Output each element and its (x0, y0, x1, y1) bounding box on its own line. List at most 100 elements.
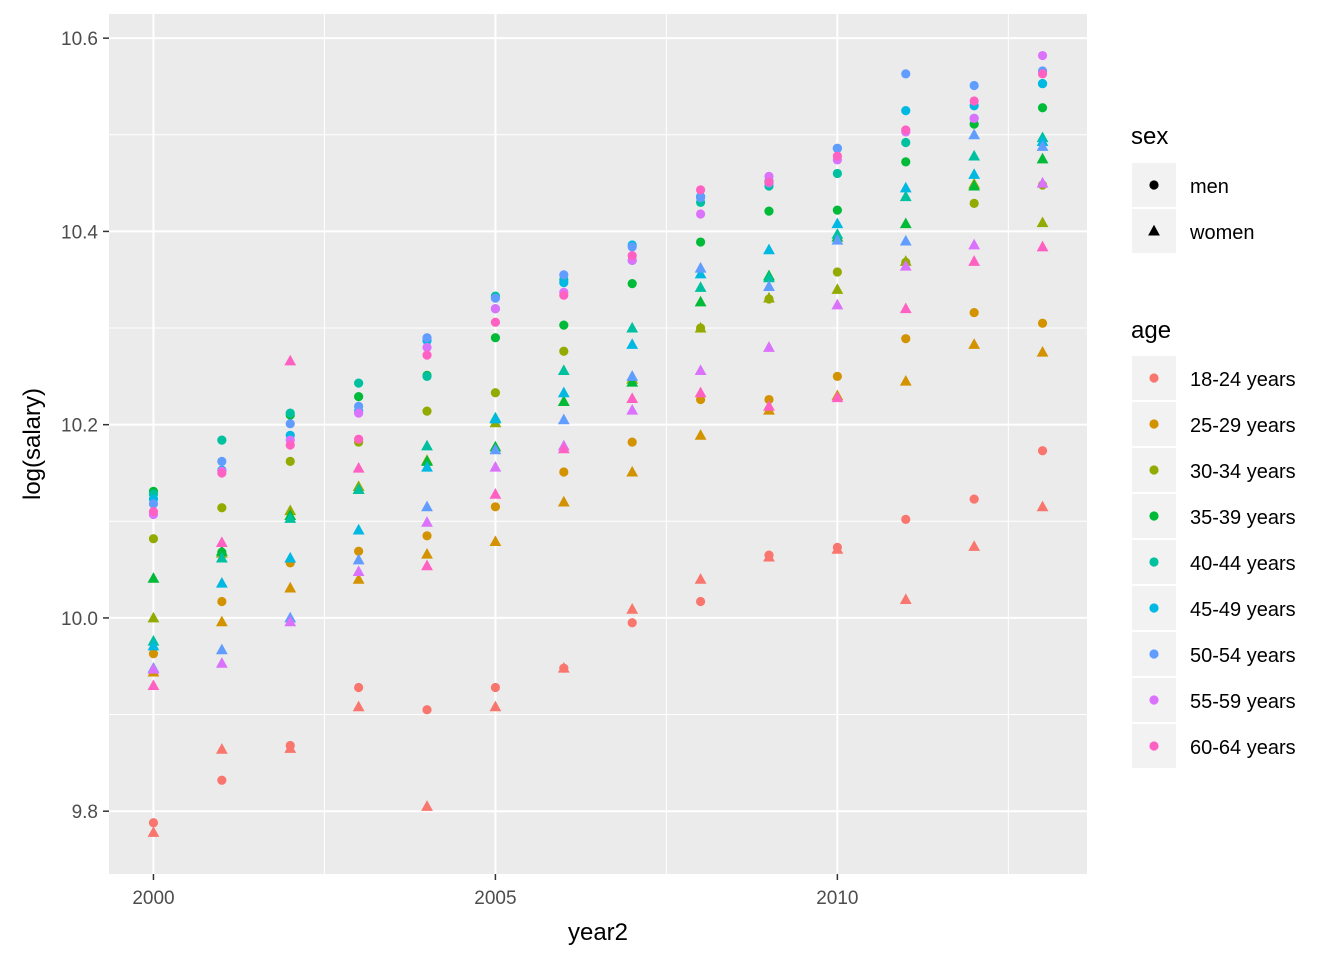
point-women (968, 238, 981, 250)
point-women (489, 460, 502, 472)
y-tick-label: 10.6 (61, 29, 98, 50)
point-men (1037, 78, 1048, 89)
point-women (763, 271, 775, 283)
point-men (1037, 446, 1048, 456)
point-women (899, 260, 912, 271)
point-women (352, 565, 365, 577)
point-women (215, 615, 228, 627)
point-women (421, 547, 433, 559)
point-women (968, 179, 981, 191)
point-women (763, 341, 775, 352)
point-women (352, 523, 365, 535)
point-women (694, 261, 707, 273)
point-women (763, 550, 775, 562)
point-men (969, 307, 979, 318)
y-tick-label: 10.4 (61, 222, 98, 243)
point-women (831, 283, 844, 294)
axes: 2000 2005 2010 9.8 10.0 10.2 10.4 10.6 (61, 29, 858, 909)
point-women (147, 662, 160, 674)
point-men (559, 467, 569, 477)
point-men (559, 290, 569, 300)
point-men (695, 394, 706, 405)
point-men (354, 378, 364, 388)
point-men (354, 682, 364, 693)
point-men (148, 818, 159, 828)
point-women (557, 395, 570, 406)
point-men (148, 507, 159, 517)
point-men (559, 346, 569, 356)
point-men (422, 371, 432, 381)
point-men (1037, 103, 1048, 113)
point-men (285, 440, 295, 450)
point-women (626, 465, 639, 477)
point-women (352, 461, 365, 473)
point-women (1036, 152, 1049, 164)
point-women (626, 392, 639, 404)
point-men (901, 106, 911, 116)
point-men (901, 334, 911, 344)
point-women (763, 243, 775, 255)
point-men (1037, 69, 1048, 79)
point-men (695, 596, 706, 607)
point-women (1036, 240, 1049, 252)
point-women (626, 375, 639, 387)
legend-key-25-29-years (1149, 419, 1159, 429)
point-women (694, 386, 707, 398)
point-men (217, 596, 227, 607)
point-women (626, 370, 639, 381)
legend-key-18-24-years (1149, 373, 1159, 383)
point-women (215, 643, 228, 655)
point-women (694, 429, 707, 440)
point-women (421, 559, 433, 571)
point-women (968, 540, 981, 551)
legend-key-women (1148, 224, 1160, 236)
point-men (422, 705, 432, 715)
point-women (899, 593, 912, 605)
point-women (421, 516, 433, 527)
point-women (489, 488, 502, 499)
point-women (489, 412, 502, 424)
legend-key-30-34-years (1149, 465, 1159, 475)
point-women (557, 364, 570, 376)
legend-label-18-24-years: 18-24 years (1190, 369, 1296, 391)
point-men (832, 371, 842, 381)
point-men (969, 113, 979, 123)
point-men (148, 534, 159, 544)
legend-label-women: women (1189, 222, 1254, 244)
point-men (832, 151, 842, 161)
point-men (969, 198, 979, 208)
legend-label-35-39-years: 35-39 years (1190, 507, 1296, 529)
point-men (354, 401, 364, 411)
legend-key-45-49-years (1149, 603, 1159, 613)
y-tick-label: 9.8 (72, 802, 98, 823)
point-men (217, 435, 227, 445)
point-men (422, 333, 432, 343)
point-men (832, 168, 842, 179)
point-women (968, 149, 981, 161)
point-women (147, 679, 160, 691)
point-men (217, 775, 227, 785)
point-women (421, 800, 433, 811)
point-men (490, 682, 501, 693)
point-women (284, 615, 297, 627)
point-women (899, 234, 912, 246)
point-men (354, 392, 364, 402)
legend-key-35-39-years (1149, 511, 1159, 521)
point-men (627, 250, 637, 261)
point-women (284, 512, 297, 523)
x-tick-label: 2005 (474, 888, 516, 909)
point-men (764, 177, 774, 187)
point-women (694, 321, 707, 333)
point-women (421, 460, 433, 472)
legend-label-45-49-years: 45-49 years (1190, 599, 1296, 621)
legend-key-40-44-years (1149, 557, 1159, 567)
point-women (215, 536, 228, 548)
point-women (899, 190, 912, 202)
legend-label-men: men (1190, 176, 1229, 198)
point-men (490, 333, 501, 343)
point-men (285, 408, 295, 418)
point-men (217, 456, 227, 466)
point-women (763, 280, 775, 291)
point-women (626, 321, 639, 333)
